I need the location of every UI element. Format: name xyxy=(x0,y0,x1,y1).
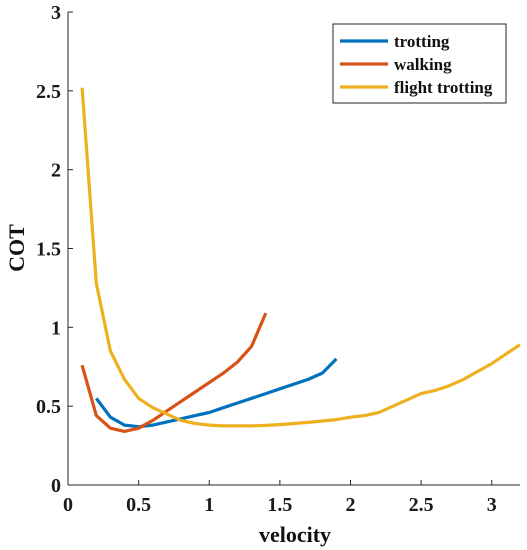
legend-label-walking: walking xyxy=(394,55,452,74)
x-tick-label: 0.5 xyxy=(126,494,151,516)
legend-label-trotting: trotting xyxy=(394,32,450,51)
x-tick-label: 3 xyxy=(487,494,497,516)
y-tick-label: 1 xyxy=(51,317,61,339)
ticks: 0 0.5 1 1.5 2 2.5 3 0 0.5 1 1.5 2 2.5 3 xyxy=(36,2,497,516)
y-tick-label: 2 xyxy=(51,160,61,182)
plot-lines xyxy=(80,87,521,433)
y-tick-label: 0.5 xyxy=(36,396,61,418)
x-axis-label: velocity xyxy=(259,522,331,547)
legend-box xyxy=(332,23,507,104)
y-tick-label: 1.5 xyxy=(36,239,61,261)
x-tick-label: 2 xyxy=(346,494,356,516)
x-tick-label: 1 xyxy=(204,494,214,516)
y-axis-label: COT xyxy=(4,224,29,272)
legend: trotting walking flight trotting xyxy=(332,23,507,104)
series-line-walking xyxy=(80,312,268,433)
y-tick-label: 2.5 xyxy=(36,81,61,103)
y-tick-label: 3 xyxy=(51,2,61,24)
legend-label-flight-trotting: flight trotting xyxy=(394,78,493,97)
series-line-trotting xyxy=(95,357,338,429)
y-tick-label: 0 xyxy=(51,475,61,497)
x-tick-label: 1.5 xyxy=(267,494,292,516)
series-line-flight-trotting xyxy=(80,87,521,428)
x-tick-label: 2.5 xyxy=(409,494,434,516)
x-tick-label: 0 xyxy=(63,494,73,516)
